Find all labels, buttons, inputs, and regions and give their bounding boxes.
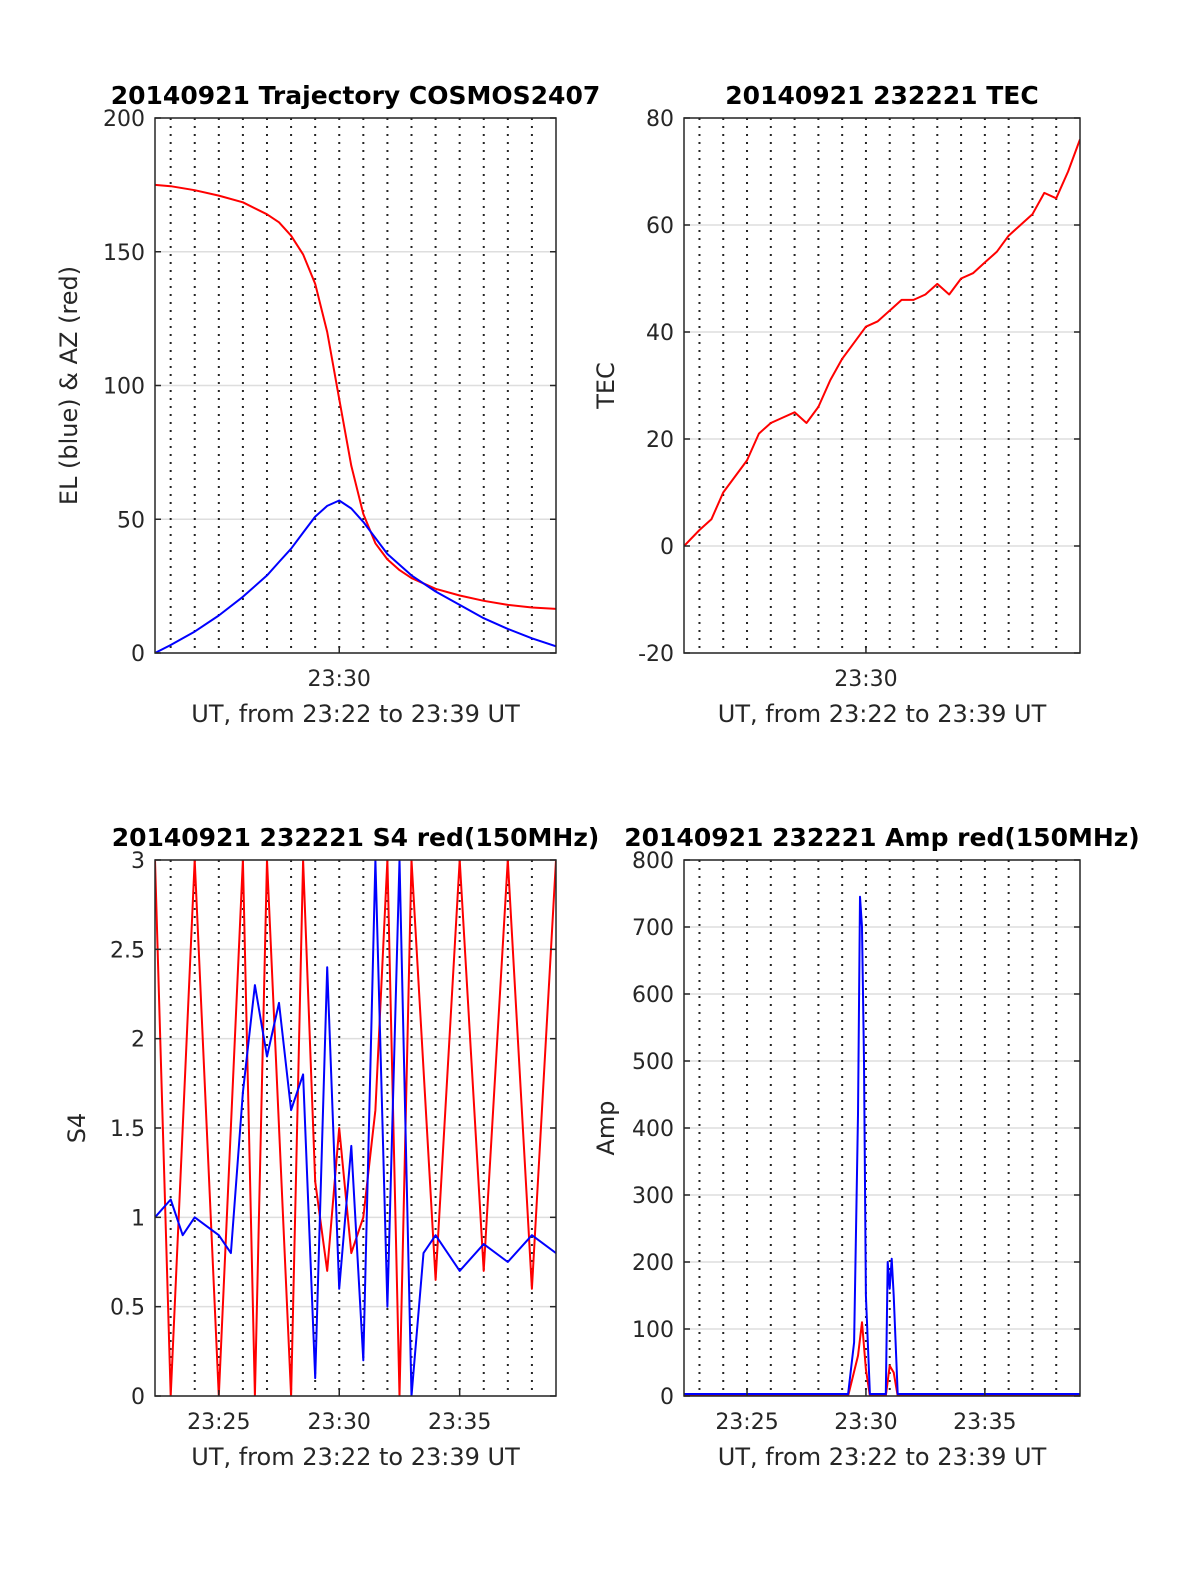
y-tick-label: 200 <box>103 107 145 132</box>
series-line-1 <box>684 139 1080 547</box>
series-line-1 <box>684 1321 1080 1396</box>
y-tick-label: 50 <box>117 508 145 533</box>
y-tick-label: 100 <box>103 375 145 400</box>
x-tick-label: 23:30 <box>308 667 371 692</box>
y-tick-label: 200 <box>632 1251 674 1276</box>
y-tick-label: 0 <box>131 1385 145 1410</box>
x-axis-label: UT, from 23:22 to 23:39 UT <box>718 700 1047 728</box>
y-tick-label: 800 <box>632 849 674 874</box>
y-tick-label: 60 <box>646 214 674 239</box>
x-tick-label: 23:25 <box>187 1410 250 1435</box>
y-tick-label: 300 <box>632 1184 674 1209</box>
y-tick-label: 400 <box>632 1117 674 1142</box>
y-tick-label: 700 <box>632 916 674 941</box>
chart-4: 0 100 200 300 400 500 600 700 800 23:25 23:30 23:35… <box>592 823 1140 1471</box>
y-axis-label: Amp <box>592 1100 620 1155</box>
chart-title: 20140921 232221 Amp red(150MHz) <box>624 823 1140 852</box>
plot-frame <box>683 117 1081 654</box>
x-tick-label: 23:30 <box>834 1410 897 1435</box>
y-tick-label: 20 <box>646 428 674 453</box>
series-line-2 <box>155 499 556 653</box>
y-tick-label: 3 <box>131 849 145 874</box>
y-tick-label: 1 <box>131 1206 145 1231</box>
x-axis-label: UT, from 23:22 to 23:39 UT <box>191 700 520 728</box>
y-tick-label: 0 <box>131 642 145 667</box>
chart-1: 0 50 100 150 200 23:30 20140921 Trajectory COS… <box>55 81 600 728</box>
chart-3: 0 0.5 1 1.5 2 2.5 3 23:25 23:30 23:35 20140921 232… <box>63 823 599 1471</box>
y-tick-label: 500 <box>632 1050 674 1075</box>
y-tick-label: 600 <box>632 983 674 1008</box>
chart-2: -20 0 20 40 60 80 23:30 20140921 232221 TEC UT, … <box>592 81 1081 728</box>
y-tick-label: 40 <box>646 321 674 346</box>
y-tick-label: 2.5 <box>110 938 145 963</box>
chart-title: 20140921 232221 TEC <box>725 81 1038 110</box>
series-line-1 <box>155 183 556 610</box>
y-tick-label: 2 <box>131 1028 145 1053</box>
y-tick-label: 150 <box>103 241 145 266</box>
y-tick-label: -20 <box>638 642 674 667</box>
y-axis-label: S4 <box>63 1113 91 1144</box>
x-tick-label: 23:25 <box>715 1410 778 1435</box>
y-tick-label: 0.5 <box>110 1296 145 1321</box>
y-tick-label: 0 <box>660 1385 674 1410</box>
chart-title: 20140921 232221 S4 red(150MHz) <box>112 823 600 852</box>
y-tick-label: 1.5 <box>110 1117 145 1142</box>
chart-title: 20140921 Trajectory COSMOS2407 <box>111 81 601 110</box>
y-tick-label: 80 <box>646 107 674 132</box>
x-tick-label: 23:30 <box>308 1410 371 1435</box>
x-axis-label: UT, from 23:22 to 23:39 UT <box>718 1443 1047 1471</box>
series-line-2 <box>155 860 556 1396</box>
y-tick-label: 0 <box>660 535 674 560</box>
y-axis-label: TEC <box>592 362 620 410</box>
series-line-1 <box>155 860 556 1396</box>
y-tick-label: 100 <box>632 1318 674 1343</box>
x-tick-label: 23:35 <box>428 1410 491 1435</box>
series-line-2 <box>684 895 1080 1395</box>
x-tick-label: 23:30 <box>834 667 897 692</box>
y-axis-label: EL (blue) & AZ (red) <box>55 266 83 505</box>
x-tick-label: 23:35 <box>953 1410 1016 1435</box>
x-axis-label: UT, from 23:22 to 23:39 UT <box>191 1443 520 1471</box>
